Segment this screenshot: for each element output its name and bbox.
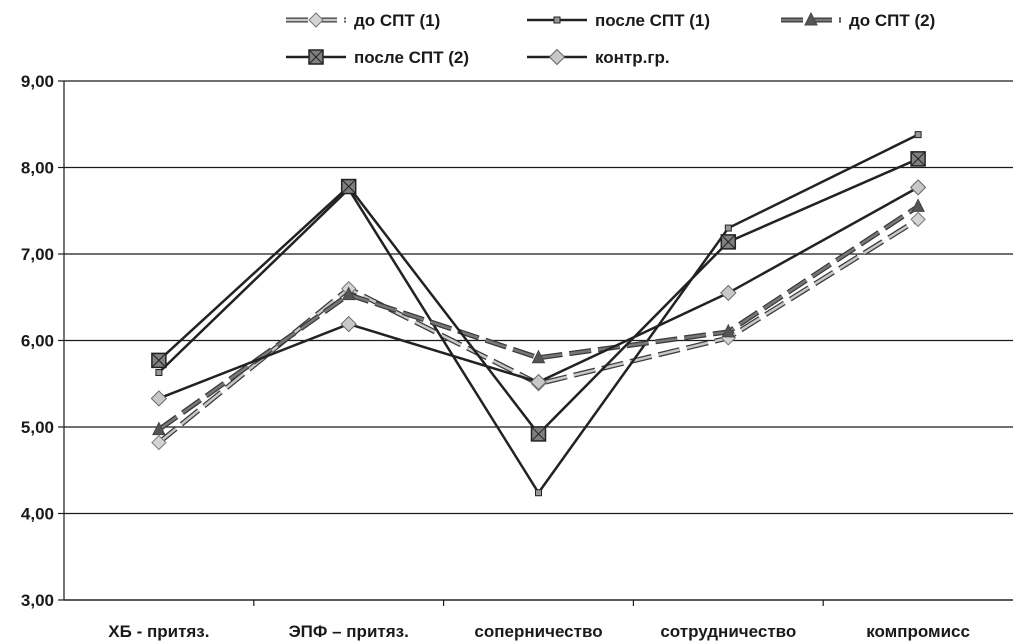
x-tick-label: компромисс	[866, 622, 970, 641]
data-point	[535, 489, 542, 497]
legend-label: после СПТ (2)	[354, 48, 469, 67]
data-point	[548, 48, 566, 66]
series-5	[150, 179, 927, 407]
data-point	[914, 131, 922, 139]
legend: до СПТ (1) после СПТ (1) до СПТ (2) после С…	[286, 11, 935, 67]
data-point	[804, 11, 818, 26]
data-point	[155, 369, 163, 377]
data-point	[152, 421, 166, 436]
series-group	[150, 131, 927, 497]
series-line	[158, 218, 919, 444]
data-point	[910, 211, 926, 228]
data-point	[720, 234, 737, 250]
series-4	[151, 151, 926, 442]
legend-label: после СПТ (1)	[595, 11, 710, 30]
series-3	[152, 198, 925, 436]
y-tick-label: 6,00	[21, 332, 54, 351]
y-tick-label: 4,00	[21, 505, 54, 524]
legend-item: контр.гр.	[527, 48, 670, 67]
series-line-outline	[157, 204, 920, 432]
data-point	[910, 151, 926, 167]
data-point	[721, 323, 736, 338]
x-tick-label: сотрудничество	[660, 622, 796, 641]
data-point	[340, 315, 357, 333]
x-tick-label: ХБ - притяз.	[108, 622, 209, 641]
data-point	[150, 390, 168, 407]
data-point	[530, 373, 547, 391]
data-point	[911, 198, 925, 212]
data-point	[909, 179, 927, 196]
data-point	[341, 286, 356, 301]
data-point	[308, 12, 324, 28]
legend-label: до СПТ (2)	[849, 11, 935, 30]
data-point	[530, 426, 547, 442]
x-tick-label: ЭПФ – притяз.	[289, 622, 409, 641]
axes: 3,00 4,00 5,00 6,00 7,00 8,00 9,00 ХБ - притяз.…	[21, 72, 1013, 641]
y-tick-label: 3,00	[21, 591, 54, 610]
y-tick-label: 8,00	[21, 159, 54, 178]
data-point	[151, 434, 167, 451]
x-tick-label: соперничество	[474, 622, 602, 641]
series-line	[158, 157, 919, 436]
data-point	[151, 352, 167, 369]
legend-label: до СПТ (1)	[354, 11, 440, 30]
legend-item: после СПТ (1)	[527, 11, 710, 30]
series-line-outline	[157, 217, 920, 445]
y-tick-label: 5,00	[21, 418, 54, 437]
y-tick-label: 7,00	[21, 245, 54, 264]
data-point	[308, 49, 324, 65]
data-point	[531, 349, 546, 364]
legend-item: до СПТ (2)	[781, 11, 935, 30]
legend-label: контр.гр.	[595, 48, 670, 67]
legend-item: до СПТ (1)	[286, 11, 440, 30]
legend-item: после СПТ (2)	[286, 48, 469, 67]
data-point	[724, 224, 732, 232]
data-point	[340, 178, 357, 195]
data-point	[720, 284, 737, 302]
series-line	[158, 205, 919, 431]
y-tick-label: 9,00	[21, 72, 54, 91]
data-point	[553, 16, 561, 24]
